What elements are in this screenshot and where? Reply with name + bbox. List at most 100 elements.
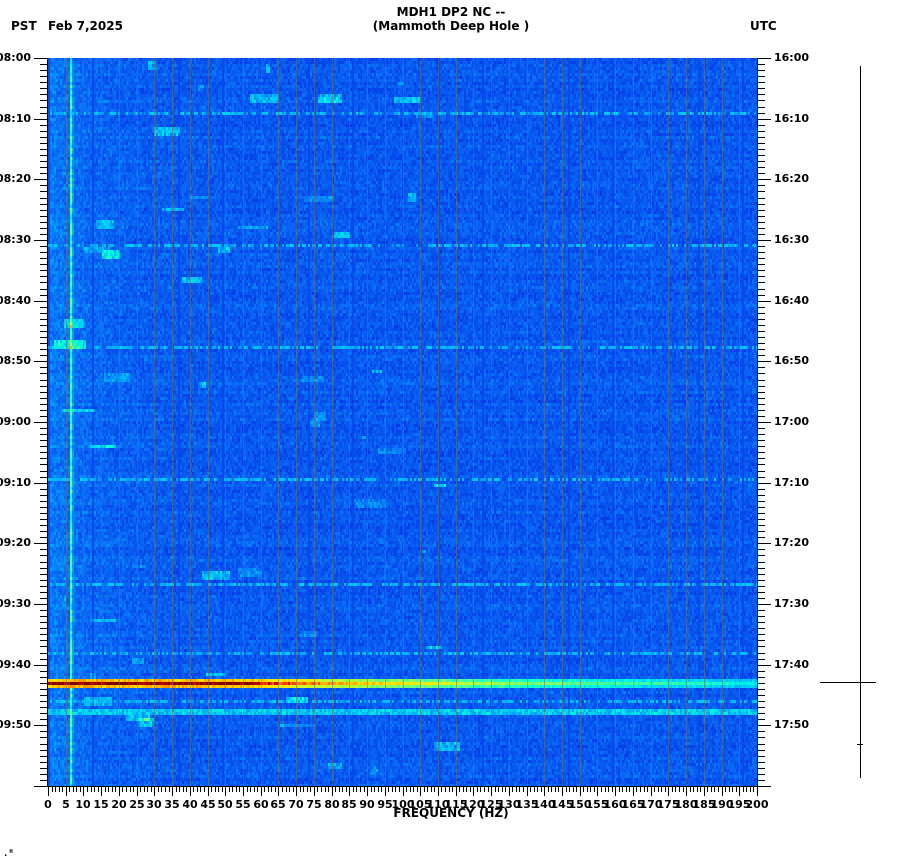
tick-mark (94, 787, 95, 792)
tick-mark (558, 787, 559, 792)
time-label-pst: 08:50 (0, 354, 31, 367)
tick-mark (757, 458, 765, 459)
tick-mark (40, 537, 48, 538)
tick-mark (704, 787, 705, 796)
tick-mark (34, 179, 48, 180)
tick-mark (757, 574, 765, 575)
tick-mark (40, 489, 48, 490)
tick-mark (293, 787, 294, 792)
tick-mark (757, 440, 765, 441)
tick-mark (757, 380, 765, 381)
tick-mark (722, 787, 723, 796)
time-label-utc: 16:20 (774, 172, 810, 185)
tick-mark (576, 787, 577, 792)
tick-mark (566, 787, 567, 792)
frequency-label: 145 (550, 798, 574, 811)
tick-mark (757, 113, 765, 114)
tick-mark (204, 787, 205, 792)
tick-mark (644, 787, 645, 792)
tick-mark (40, 276, 48, 277)
tick-mark (108, 787, 109, 792)
tick-mark (569, 787, 570, 792)
tick-mark (76, 787, 77, 792)
tick-mark (282, 787, 283, 792)
tick-mark (289, 787, 290, 792)
frequency-label: 135 (515, 798, 539, 811)
tick-mark (83, 787, 84, 796)
tick-mark (488, 787, 489, 792)
tick-mark (456, 787, 457, 796)
axis-line-bottom (47, 786, 758, 787)
tick-mark (40, 307, 48, 308)
tick-mark (328, 787, 329, 792)
tick-mark (757, 719, 765, 720)
frequency-axis-title: FREQUENCY (HZ) (393, 806, 509, 820)
tick-mark (434, 787, 435, 792)
tick-mark (40, 228, 48, 229)
tick-mark (40, 446, 48, 447)
tick-mark (757, 179, 771, 180)
tick-mark (693, 787, 694, 792)
tick-mark (34, 240, 48, 241)
frequency-label: 190 (710, 798, 734, 811)
tick-mark (40, 434, 48, 435)
tick-mark (222, 787, 223, 792)
tick-mark (757, 392, 765, 393)
tick-mark (498, 787, 499, 792)
tick-mark (757, 477, 765, 478)
tick-mark (40, 683, 48, 684)
tick-mark (40, 774, 48, 775)
tick-mark (232, 787, 233, 792)
tick-mark (271, 787, 272, 792)
tick-mark (757, 404, 765, 405)
tick-mark (757, 264, 765, 265)
frequency-label: 120 (461, 798, 485, 811)
tick-mark (757, 616, 765, 617)
tick-mark (757, 756, 765, 757)
tick-mark (239, 787, 240, 792)
tick-mark (247, 787, 248, 792)
tick-mark (413, 787, 414, 792)
tick-mark (537, 787, 538, 792)
time-label-pst: 08:10 (0, 112, 31, 125)
tick-mark (40, 113, 48, 114)
tick-mark (40, 568, 48, 569)
tick-mark (757, 349, 765, 350)
tick-mark (757, 786, 771, 787)
tick-mark (325, 787, 326, 792)
tick-mark (757, 562, 765, 563)
tick-mark (40, 586, 48, 587)
tick-mark (261, 787, 262, 796)
tick-mark (612, 787, 613, 792)
tick-mark (140, 787, 141, 792)
frequency-label: 60 (253, 798, 269, 811)
tick-mark (757, 143, 765, 144)
tick-mark (40, 222, 48, 223)
tick-mark (757, 58, 771, 59)
tick-mark (40, 392, 48, 393)
tick-mark (605, 787, 606, 792)
tick-mark (757, 610, 765, 611)
tick-mark (757, 555, 765, 556)
tick-mark (757, 313, 765, 314)
tick-mark (410, 787, 411, 792)
tick-mark (580, 787, 581, 796)
tick-mark (59, 787, 60, 792)
tick-mark (66, 787, 67, 796)
time-label-utc: 17:00 (774, 415, 810, 428)
tick-mark (757, 125, 765, 126)
tick-mark (757, 744, 765, 745)
tick-mark (757, 549, 765, 550)
tick-mark (339, 787, 340, 792)
tick-mark (161, 787, 162, 792)
frequency-label: 180 (674, 798, 698, 811)
tick-mark (40, 653, 48, 654)
tick-mark (367, 787, 368, 796)
amplitude-scale-bar (820, 58, 902, 788)
tick-mark (757, 774, 765, 775)
frequency-label: 20 (111, 798, 127, 811)
tick-mark (40, 70, 48, 71)
tick-mark (757, 337, 765, 338)
tick-mark (40, 731, 48, 732)
tick-mark (40, 88, 48, 89)
